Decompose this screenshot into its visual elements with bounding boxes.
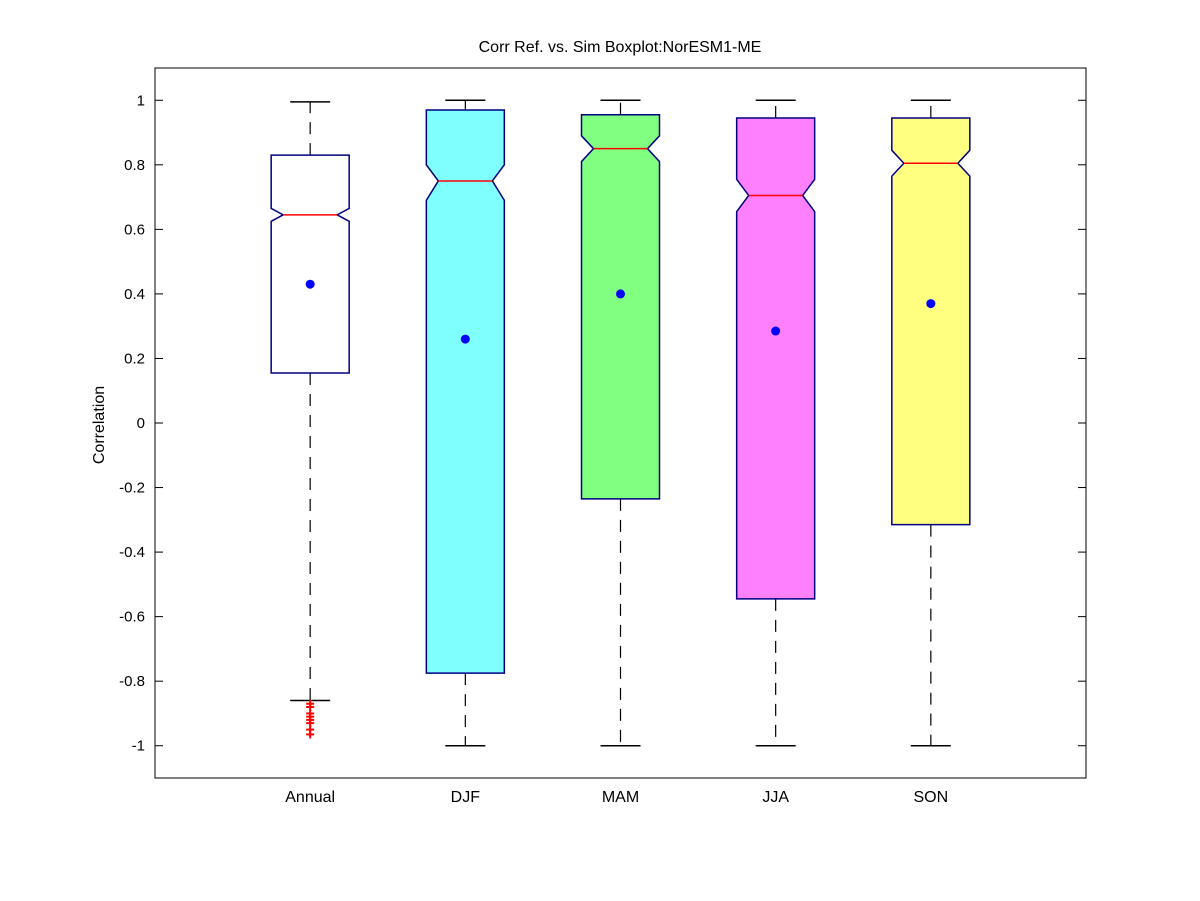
y-tick-label: -0.8 [119,673,145,690]
y-tick-label: 0.2 [124,350,145,367]
y-tick-label: 0.6 [124,221,145,238]
x-tick-label: MAM [602,789,639,806]
box [270,154,350,374]
box [425,109,506,674]
y-tick-label: 1 [137,92,145,109]
y-axis-label: Correlation [91,386,108,464]
box [891,117,971,526]
y-tick-label: 0 [137,415,145,432]
x-tick-label: DJF [451,789,481,806]
x-tick-label: SON [913,789,948,806]
y-tick-label: 0.4 [124,286,145,303]
box [735,117,816,600]
plot-area: -1 -0.8 -0.6 -0.4 -0.2 0 0.2 0.4 0.6 0.8 1 Annual DJ… [119,92,1086,806]
y-tick-label: -1 [132,738,145,755]
y-tick-label: -0.4 [119,544,145,561]
mean-marker [305,279,315,289]
mean-marker [616,289,625,299]
x-tick-label: JJA [762,789,789,806]
chart-title: Corr Ref. vs. Sim Boxplot:NorESM1-ME [479,39,762,56]
mean-marker [460,334,470,344]
box [580,114,661,500]
mean-marker [771,326,781,336]
y-tick-label: -0.2 [119,480,145,497]
y-tick-label: -0.6 [119,609,145,626]
mean-marker [926,299,936,309]
x-tick-label: Annual [285,789,335,806]
axes-frame [154,67,1087,779]
y-tick-label: 0.8 [124,157,145,174]
